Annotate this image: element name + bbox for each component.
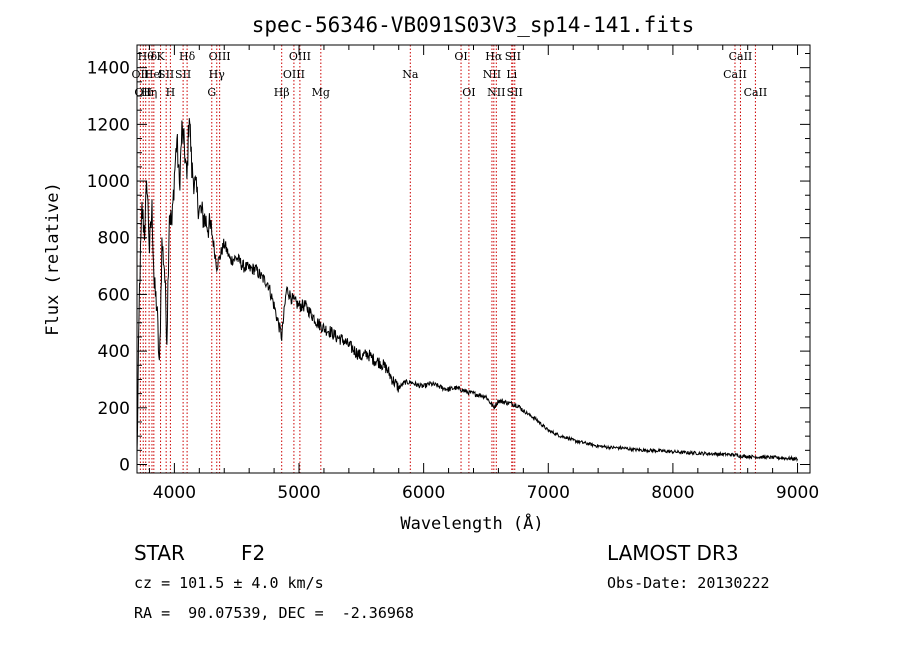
spectral-line-label: NII xyxy=(483,68,501,81)
spectral-line-label: Hη xyxy=(141,86,157,99)
spectral-line-label: Na xyxy=(402,68,419,81)
object-subclass: F2 xyxy=(241,541,266,565)
spectral-line-label: SII xyxy=(158,68,174,81)
x-tick-label: 4000 xyxy=(153,483,196,503)
spectral-line-label: Hδ xyxy=(179,50,196,63)
spectrum-series xyxy=(136,118,798,463)
chart-title: spec-56346-VB091S03V3_sp14-141.fits xyxy=(252,13,695,37)
spectral-line-label: CaII xyxy=(744,86,768,99)
x-tick-label: 6000 xyxy=(402,483,445,503)
ra-dec: RA = 90.07539, DEC = -2.36968 xyxy=(134,604,414,622)
object-class: STAR xyxy=(134,541,185,565)
cz-value: cz = 101.5 ± 4.0 km/s xyxy=(134,574,324,592)
spectral-line-label: CaII xyxy=(723,68,747,81)
spectral-line-label: CaII xyxy=(729,50,753,63)
spectral-line-label: NII xyxy=(487,86,505,99)
spectral-line-label: SII xyxy=(175,68,191,81)
spectral-line-label: Hγ xyxy=(209,68,226,81)
spectral-line-label: OI xyxy=(454,50,467,63)
spectral-line-label: H xyxy=(166,86,176,99)
x-tick-label: 7000 xyxy=(527,483,570,503)
y-axis-label: Flux (relative) xyxy=(43,182,63,336)
y-tick-label: 800 xyxy=(98,229,130,249)
spectral-line-label: OIII xyxy=(289,50,311,63)
y-tick-label: 1400 xyxy=(87,59,130,79)
spectral-line-label: G xyxy=(207,86,216,99)
spectral-line-label: OII xyxy=(132,68,150,81)
spectral-line-label: SII xyxy=(507,86,523,99)
spectral-line-label: OIII xyxy=(283,68,305,81)
spectral-line-label: He xyxy=(144,68,160,81)
y-tick-label: 1200 xyxy=(87,115,130,135)
spectral-line-label: δ xyxy=(151,50,158,63)
y-tick-label: 200 xyxy=(98,399,130,419)
spectral-line-label: Hα xyxy=(485,50,503,63)
spectral-line-label: Li xyxy=(506,68,517,81)
y-tick-label: 400 xyxy=(98,342,130,362)
y-tick-label: 600 xyxy=(98,285,130,305)
spectral-line-label: I xyxy=(158,68,162,81)
spectral-line-label: SII xyxy=(505,50,521,63)
x-axis-label: Wavelength (Å) xyxy=(400,512,543,534)
spectral-line-label: OI xyxy=(462,86,475,99)
x-tick-label: 9000 xyxy=(776,483,819,503)
y-tick-label: 1000 xyxy=(87,172,130,192)
spectral-line-label: OIII xyxy=(209,50,231,63)
obs-date: Obs-Date: 20130222 xyxy=(607,574,770,592)
spectral-line-label: Mg xyxy=(312,86,330,99)
y-tick-label: 0 xyxy=(119,455,130,475)
spectral-line-label: Hβ xyxy=(274,86,290,99)
x-tick-label: 5000 xyxy=(277,483,320,503)
survey-label: LAMOST DR3 xyxy=(607,541,739,565)
spectral-line-label: K xyxy=(156,50,165,63)
x-tick-label: 8000 xyxy=(651,483,694,503)
